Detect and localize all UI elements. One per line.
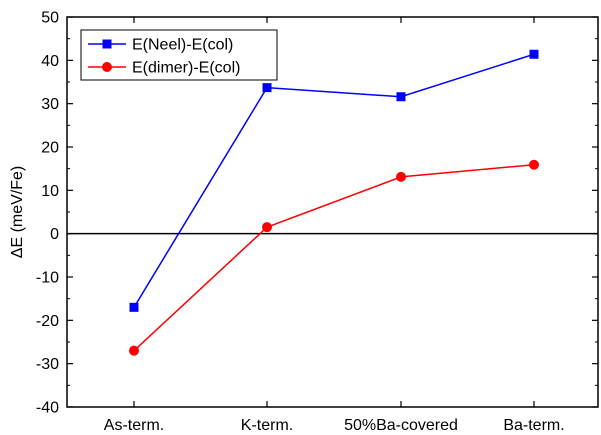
x-tick-marks <box>133 17 535 407</box>
x-tick-label: Ba-term. <box>503 417 564 434</box>
y-tick-label: 40 <box>41 53 59 70</box>
series-1 <box>129 49 539 312</box>
legend-label: E(dimer)-E(col) <box>132 60 240 77</box>
data-point-square <box>262 83 272 93</box>
data-point-circle <box>129 345 139 356</box>
y-tick-label: -20 <box>36 313 59 330</box>
x-tick-label: 50%Ba-covered <box>344 417 458 434</box>
y-tick-label: -30 <box>36 356 59 373</box>
series-layer <box>129 49 539 356</box>
legend: E(Neel)-E(col) E(dimer)-E(col) <box>80 29 278 81</box>
plot-frame <box>66 16 599 408</box>
y-tick-label: 20 <box>41 140 59 157</box>
legend-item: E(Neel)-E(col) <box>88 37 233 54</box>
y-tick-label: -40 <box>36 400 59 417</box>
legend-marker-circle <box>102 62 112 72</box>
data-point-square <box>129 302 139 312</box>
y-tick-label: -10 <box>36 270 59 287</box>
series-2 <box>129 159 539 356</box>
x-tick-label: K-term. <box>241 417 293 434</box>
legend-label: E(Neel)-E(col) <box>132 37 233 54</box>
legend-box <box>80 29 278 81</box>
data-point-square <box>396 92 406 102</box>
legend-item: E(dimer)-E(col) <box>88 60 240 77</box>
data-point-circle <box>529 159 539 170</box>
x-tick-labels: As-term. K-term. 50%Ba-covered Ba-term. <box>104 417 565 434</box>
y-tick-label: 0 <box>50 226 59 243</box>
data-point-circle <box>396 171 406 182</box>
y-tick-label: 30 <box>41 96 59 113</box>
series-line <box>133 53 535 308</box>
legend-marker-square <box>102 39 112 49</box>
x-tick-label: As-term. <box>104 417 164 434</box>
data-point-square <box>529 49 539 59</box>
data-point-circle <box>262 222 272 233</box>
series-line <box>133 164 535 352</box>
y-tick-label: 50 <box>41 10 59 27</box>
y-tick-labels: -40 -30 -20 -10 0 10 20 30 40 50 <box>36 10 59 417</box>
y-tick-label: 10 <box>41 183 59 200</box>
y-axis-label: ΔE (meV/Fe) <box>9 166 26 258</box>
